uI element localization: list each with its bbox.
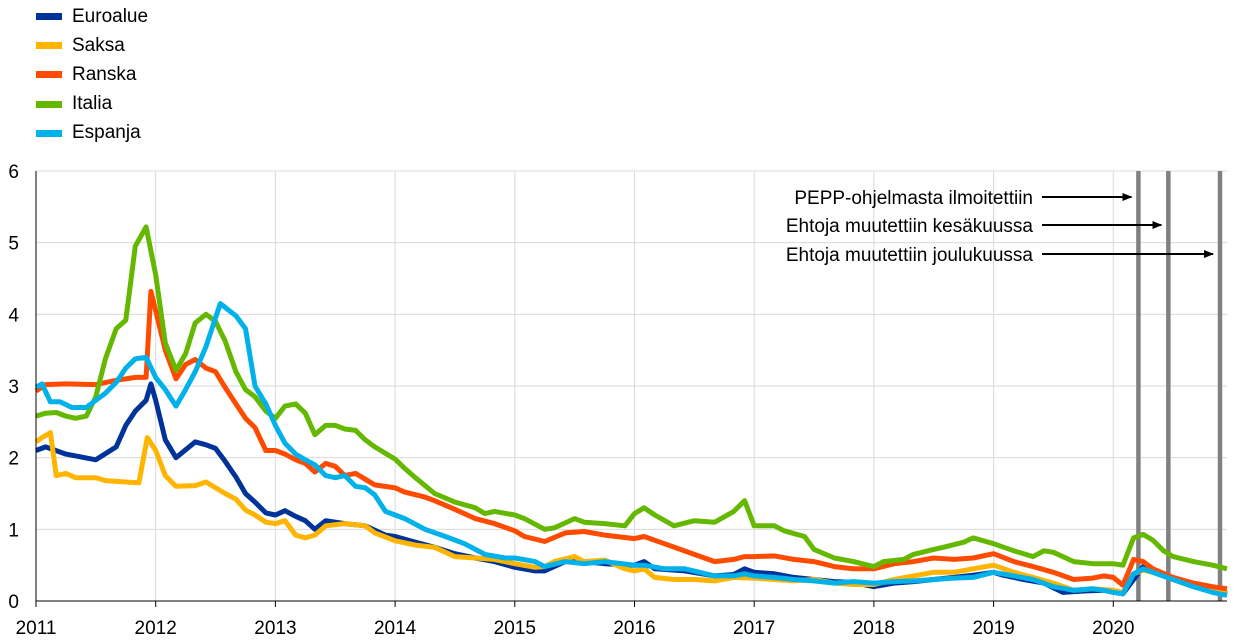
legend-swatch <box>36 13 62 21</box>
legend-item: Ranska <box>36 60 148 89</box>
series-line-ranska <box>34 288 1228 592</box>
event-label: PEPP-ohjelmasta ilmoitettiin <box>794 188 1033 209</box>
legend-label: Saksa <box>72 34 125 56</box>
legend-label: Italia <box>72 93 113 115</box>
chart-legend: Euroalue Saksa Ranska Italia Espanja <box>36 2 148 148</box>
legend-label: Euroalue <box>72 5 149 27</box>
x-tick-label: 2020 <box>1092 618 1134 639</box>
series-line-italia <box>35 224 1228 572</box>
x-tick-label: 2019 <box>972 618 1014 639</box>
y-tick-label: 0 <box>8 592 19 613</box>
legend-swatch <box>36 42 62 50</box>
x-tick-label: 2016 <box>613 618 655 639</box>
legend-label: Ranska <box>72 63 137 85</box>
x-tick-label: 2014 <box>374 618 417 639</box>
x-tick-label: 2012 <box>135 618 177 639</box>
x-tick-label: 2011 <box>16 618 57 639</box>
y-tick-label: 5 <box>8 234 19 255</box>
legend-item: Espanja <box>36 119 148 148</box>
legend-item: Saksa <box>36 31 148 60</box>
chart-axes: 0 1 2 3 4 5 6 2011 2012 2013 2014 2015 2016 2017 2018 2… <box>8 162 1227 639</box>
chart-grid <box>36 170 1227 601</box>
x-tick-label: 2017 <box>733 618 775 639</box>
legend-swatch <box>36 71 62 79</box>
legend-swatch <box>36 129 62 137</box>
y-tick-label: 3 <box>8 377 19 398</box>
event-lines <box>1136 171 1223 601</box>
y-tick-label: 2 <box>8 449 19 470</box>
x-tick-label: 2015 <box>494 618 536 639</box>
event-label: Ehtoja muutettiin kesäkuussa <box>786 216 1034 237</box>
series-line-espanja <box>34 301 1228 598</box>
legend-swatch <box>36 100 62 108</box>
event-label: Ehtoja muutettiin joulukuussa <box>786 245 1034 266</box>
y-tick-label: 4 <box>8 305 19 326</box>
y-tick-label: 6 <box>8 162 19 183</box>
x-tick-label: 2018 <box>853 618 895 639</box>
legend-item: Euroalue <box>36 2 148 31</box>
series-lines <box>34 224 1228 598</box>
x-tick-label: 2013 <box>254 618 296 639</box>
event-annotations: PEPP-ohjelmasta ilmoitettiin Ehtoja muute… <box>786 188 1214 266</box>
legend-label: Espanja <box>72 122 141 144</box>
y-tick-label: 1 <box>8 520 19 541</box>
legend-item: Italia <box>36 90 148 119</box>
